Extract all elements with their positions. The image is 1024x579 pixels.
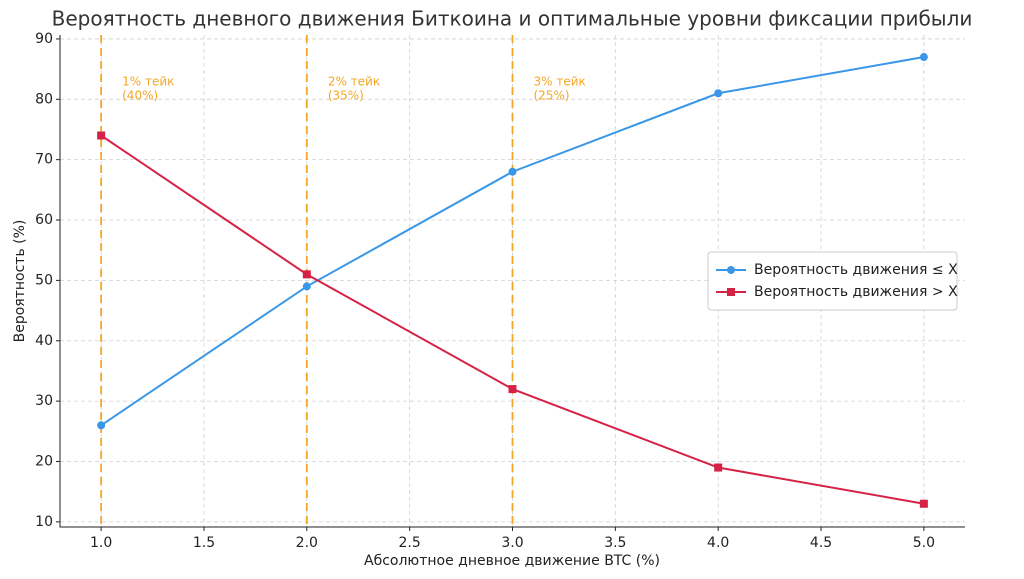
y-tick-label: 80 — [35, 91, 53, 107]
x-tick-label: 3.0 — [501, 535, 523, 551]
x-axis-label: Абсолютное дневное движение BTC (%) — [364, 553, 660, 569]
legend-box — [707, 251, 958, 311]
marker — [508, 385, 517, 394]
y-axis-label: Вероятность (%) — [12, 220, 28, 343]
x-tick-label: 3.5 — [604, 535, 626, 551]
x-tick-label: 5.0 — [913, 535, 935, 551]
annotation: 1% тейк — [122, 75, 174, 89]
legend-marker — [727, 288, 735, 296]
x-tick-label: 1.0 — [90, 535, 112, 551]
y-tick-label: 40 — [35, 333, 53, 349]
annotation: (35%) — [328, 89, 364, 103]
y-tick-label: 20 — [35, 454, 53, 470]
y-tick-label: 30 — [35, 393, 53, 409]
annotation: 3% тейк — [534, 75, 586, 89]
y-tick-label: 70 — [35, 152, 53, 168]
y-tick-label: 10 — [35, 514, 53, 530]
chart-title: Вероятность дневного движения Биткоина и… — [52, 7, 973, 31]
marker — [302, 270, 311, 279]
legend-label: Вероятность движения > X — [754, 284, 958, 300]
marker — [919, 53, 928, 62]
marker — [714, 89, 723, 98]
x-tick-label: 1.5 — [193, 535, 215, 551]
axis-frame — [59, 35, 965, 528]
marker — [919, 499, 928, 508]
x-tick-label: 4.5 — [810, 535, 832, 551]
legend-label: Вероятность движения ≤ X — [754, 262, 958, 278]
y-tick-label: 60 — [35, 212, 53, 228]
annotation: 2% тейк — [328, 75, 380, 89]
marker — [97, 131, 106, 140]
x-tick-label: 4.0 — [707, 535, 729, 551]
x-tick-label: 2.5 — [399, 535, 421, 551]
annotation: (40%) — [122, 89, 158, 103]
annotation: (25%) — [534, 89, 570, 103]
x-tick-label: 2.0 — [296, 535, 318, 551]
marker — [97, 421, 106, 430]
legend-marker — [727, 266, 735, 274]
legend: Вероятность движения ≤ X Вероятность движ… — [707, 251, 958, 311]
y-tick-label: 50 — [35, 272, 53, 288]
marker — [714, 463, 723, 472]
marker — [508, 167, 517, 176]
y-tick-label: 90 — [35, 31, 53, 47]
marker — [302, 282, 311, 291]
